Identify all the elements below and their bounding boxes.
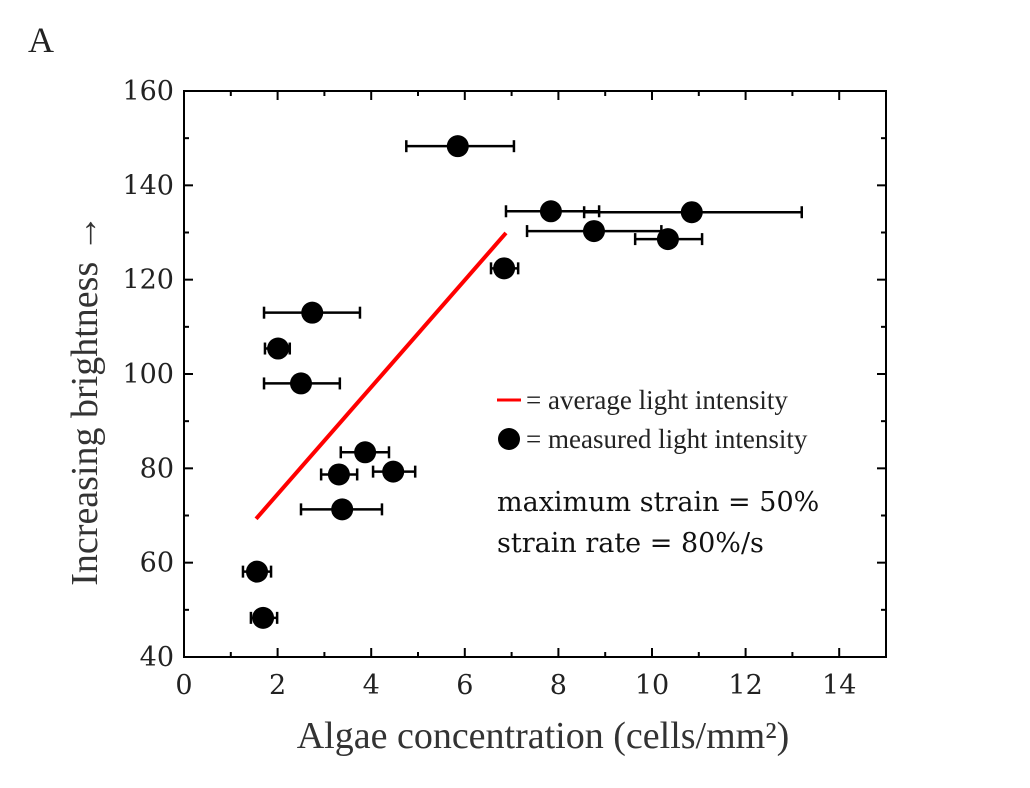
x-tick-label: 4 [363,670,380,701]
data-point [267,337,290,360]
y-tick-label: 60 [140,548,174,579]
x-tick-label: 0 [175,670,192,701]
legend-point-swatch [498,428,520,450]
y-tick-label: 80 [140,453,174,484]
plot-frame [183,90,887,658]
x-tick-label: 8 [550,670,567,701]
y-axis-label: Increasing brightness → [64,214,106,585]
data-point [301,301,324,324]
data-point [290,372,312,395]
data-point [246,560,269,583]
data-point [493,257,516,280]
legend-entry-average: = average light intensity [526,385,788,415]
data-point [680,201,703,224]
x-tick-label: 2 [269,670,286,701]
y-tick-label: 160 [122,76,174,107]
data-point [382,460,405,483]
y-tick-label: 120 [122,265,174,296]
data-point [327,463,350,486]
data-point [656,228,679,251]
panel-label: A [28,20,54,60]
data-point [354,441,377,464]
data-point [331,498,354,521]
x-axis-label: Algae concentration (cells/mm²) [297,715,790,757]
data-point [582,220,605,243]
y-tick-label: 100 [122,359,174,390]
annotation-strain-rate: strain rate = 80%/s [497,528,764,559]
legend-entry-measured: = measured light intensity [526,424,808,454]
data-point [252,606,275,629]
data-point [539,200,562,223]
x-tick-label: 12 [728,670,762,701]
y-tick-label: 140 [122,170,174,201]
x-tick-label: 6 [456,670,473,701]
x-tick-label: 10 [635,670,669,701]
y-tick-label: 40 [140,642,174,673]
x-tick-label: 14 [822,670,856,701]
average-intensity-line [254,231,508,521]
annotation-max-strain: maximum strain = 50% [497,487,819,518]
data-point [446,135,469,158]
